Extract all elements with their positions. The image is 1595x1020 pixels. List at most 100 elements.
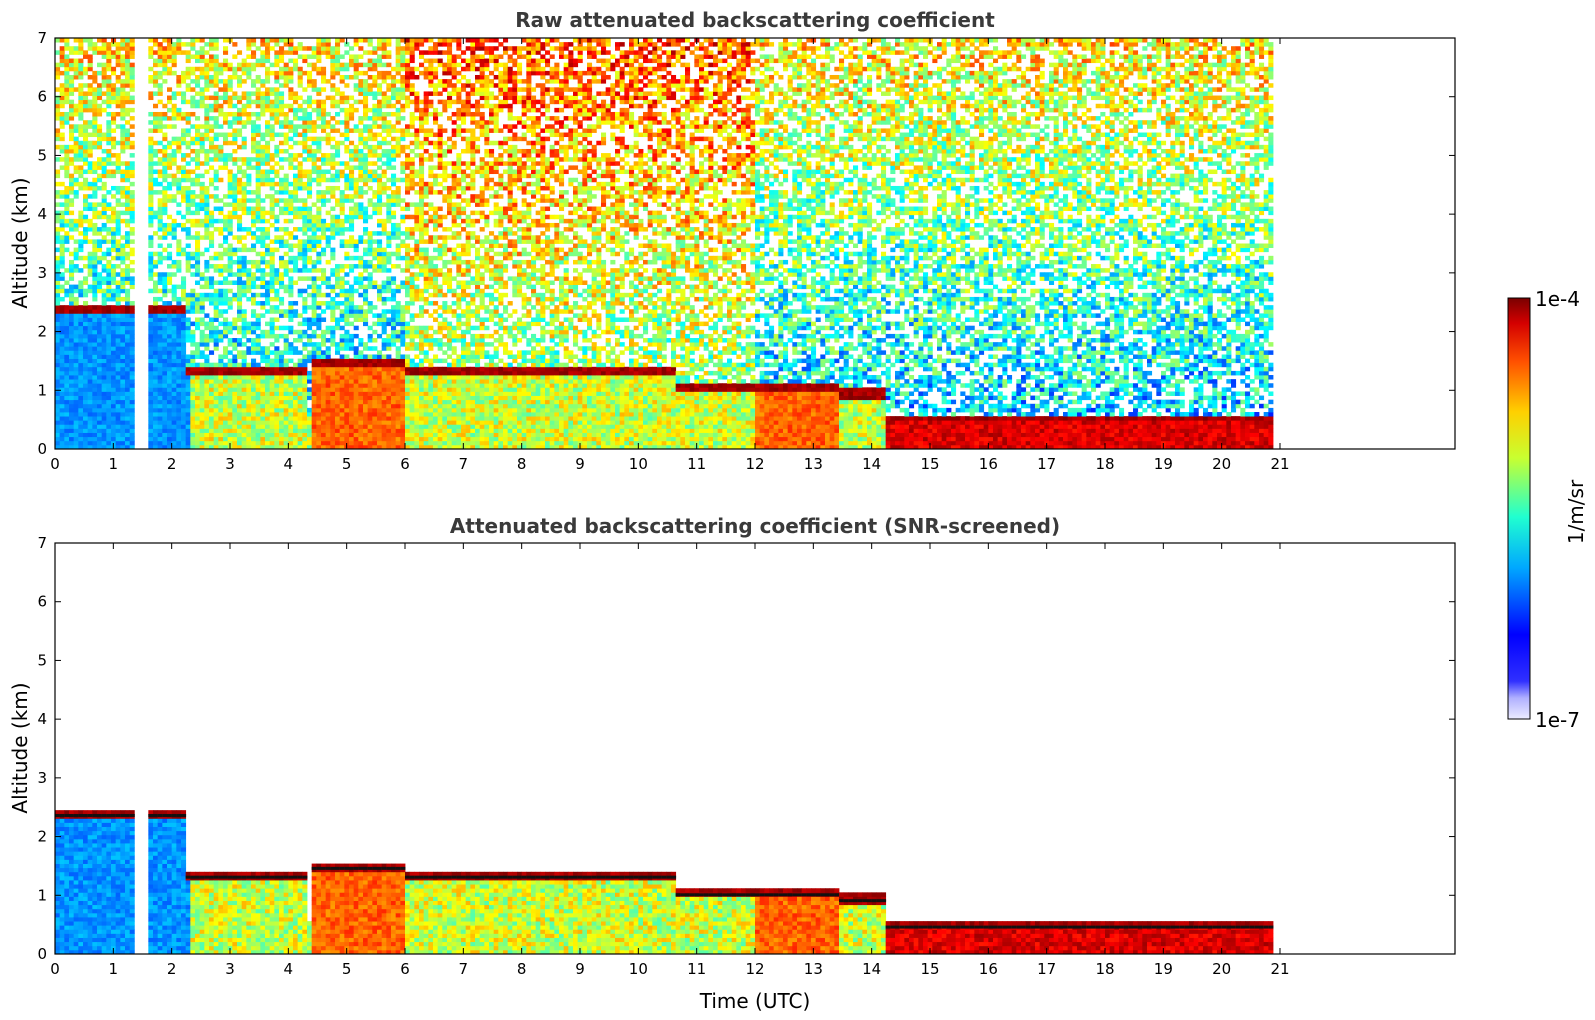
heatmap-cell	[237, 288, 243, 294]
heatmap-cell	[297, 387, 303, 392]
heatmap-cell	[204, 66, 210, 72]
heatmap-cell	[358, 157, 364, 162]
heatmap-cell	[283, 284, 289, 290]
heatmap-cell	[97, 428, 103, 433]
heatmap-cell	[335, 91, 341, 96]
heatmap-cell	[106, 169, 112, 175]
heatmap-cell	[288, 66, 294, 72]
heatmap-cell	[181, 169, 187, 175]
heatmap-cell	[293, 157, 299, 162]
heatmap-cell	[269, 416, 275, 421]
heatmap-cell	[209, 148, 215, 154]
heatmap-cell	[83, 391, 89, 396]
heatmap-cell	[120, 132, 126, 138]
heatmap-cell	[251, 358, 257, 364]
heatmap-cell	[153, 305, 159, 310]
heatmap-cell	[185, 387, 191, 392]
heatmap-cell	[316, 136, 322, 142]
heatmap-cell	[181, 79, 187, 84]
heatmap-cell	[353, 66, 359, 72]
heatmap-cell	[372, 202, 378, 207]
heatmap-cell	[199, 407, 205, 413]
heatmap-cell	[321, 342, 327, 347]
heatmap-cell	[237, 350, 243, 355]
heatmap-cell	[176, 346, 182, 351]
heatmap-cell	[153, 350, 159, 355]
heatmap-cell	[363, 375, 369, 380]
heatmap-cell	[157, 74, 163, 80]
heatmap-cell	[129, 424, 135, 429]
heatmap-cell	[265, 362, 271, 368]
heatmap-cell	[115, 424, 121, 429]
heatmap-cell	[204, 120, 210, 125]
heatmap-cell	[372, 251, 378, 257]
heatmap-cell	[157, 181, 163, 187]
heatmap-cell	[288, 313, 294, 318]
heatmap-cell	[302, 70, 308, 76]
heatmap-cell	[195, 428, 201, 433]
heatmap-cell	[251, 235, 257, 240]
heatmap-cell	[307, 420, 313, 425]
heatmap-cell	[265, 144, 271, 150]
heatmap-cell	[78, 124, 84, 129]
heatmap-cell	[223, 227, 229, 232]
heatmap-cell	[246, 399, 252, 405]
heatmap-cell	[125, 407, 131, 413]
heatmap-cell	[377, 185, 383, 191]
heatmap-cell	[223, 153, 229, 158]
heatmap-cell	[92, 370, 98, 376]
heatmap-cell	[288, 444, 294, 450]
heatmap-cell	[367, 107, 373, 113]
heatmap-cell	[274, 181, 280, 187]
heatmap-cell	[87, 428, 93, 433]
heatmap-cell	[190, 309, 196, 314]
heatmap-cell	[97, 325, 103, 331]
heatmap-cell	[120, 338, 126, 343]
heatmap-cell	[218, 144, 224, 150]
heatmap-cell	[223, 218, 229, 224]
heatmap-cell	[279, 50, 285, 55]
heatmap-cell	[73, 346, 79, 351]
heatmap-cell	[279, 313, 285, 318]
heatmap-cell	[377, 366, 383, 372]
heatmap-cell	[321, 358, 327, 364]
heatmap-cell	[55, 395, 61, 401]
heatmap-cell	[153, 338, 159, 343]
heatmap-cell	[157, 91, 163, 96]
heatmap-cell	[330, 218, 336, 224]
heatmap-cell	[227, 62, 233, 68]
heatmap-cell	[232, 407, 238, 413]
heatmap-cell	[265, 284, 271, 290]
heatmap-cell	[265, 366, 271, 372]
heatmap-cell	[321, 157, 327, 162]
heatmap-cell	[78, 116, 84, 121]
heatmap-cell	[55, 403, 61, 409]
heatmap-cell	[227, 255, 233, 261]
heatmap-cell	[269, 181, 275, 187]
heatmap-cell	[204, 103, 210, 109]
heatmap-cell	[241, 185, 247, 191]
heatmap-cell	[274, 375, 280, 380]
heatmap-cell	[349, 227, 355, 232]
heatmap-cell	[55, 444, 61, 450]
heatmap-cell	[115, 202, 121, 207]
heatmap-cell	[358, 354, 364, 359]
heatmap-cell	[78, 416, 84, 421]
heatmap-cell	[283, 338, 289, 343]
heatmap-cell	[106, 305, 112, 310]
heatmap-cell	[358, 375, 364, 380]
heatmap-cell	[302, 87, 308, 92]
heatmap-cell	[115, 165, 121, 170]
heatmap-cell	[251, 124, 257, 129]
heatmap-cell	[311, 120, 317, 125]
heatmap-cell	[87, 329, 93, 335]
heatmap-cell	[237, 407, 243, 413]
heatmap-cell	[120, 317, 126, 322]
heatmap-cell	[246, 70, 252, 76]
heatmap-cell	[279, 403, 285, 409]
heatmap-cell	[283, 407, 289, 413]
heatmap-cell	[55, 231, 61, 236]
heatmap-cell	[237, 296, 243, 302]
heatmap-cell	[372, 116, 378, 121]
heatmap-cell	[92, 383, 98, 388]
